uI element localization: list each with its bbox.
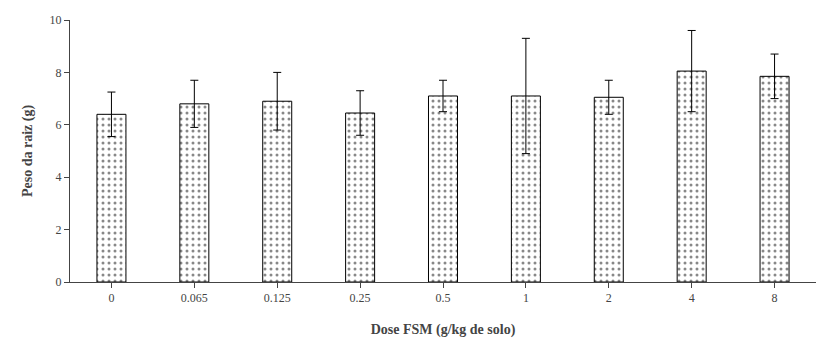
svg-text:8: 8 bbox=[772, 291, 778, 305]
svg-text:8: 8 bbox=[56, 66, 62, 80]
svg-text:6: 6 bbox=[56, 118, 62, 132]
svg-text:0.065: 0.065 bbox=[181, 291, 208, 305]
svg-text:0.25: 0.25 bbox=[350, 291, 371, 305]
svg-text:10: 10 bbox=[50, 13, 62, 27]
svg-text:2: 2 bbox=[606, 291, 612, 305]
svg-text:1: 1 bbox=[523, 291, 529, 305]
svg-text:Peso da raiz (g): Peso da raiz (g) bbox=[20, 105, 36, 197]
svg-text:Dose FSM (g/kg de solo): Dose FSM (g/kg de solo) bbox=[371, 322, 516, 338]
svg-text:0: 0 bbox=[56, 275, 62, 289]
svg-text:4: 4 bbox=[689, 291, 695, 305]
svg-text:0.5: 0.5 bbox=[436, 291, 451, 305]
svg-text:0.125: 0.125 bbox=[264, 291, 291, 305]
svg-text:2: 2 bbox=[56, 223, 62, 237]
svg-text:0: 0 bbox=[108, 291, 114, 305]
svg-text:4: 4 bbox=[56, 170, 62, 184]
